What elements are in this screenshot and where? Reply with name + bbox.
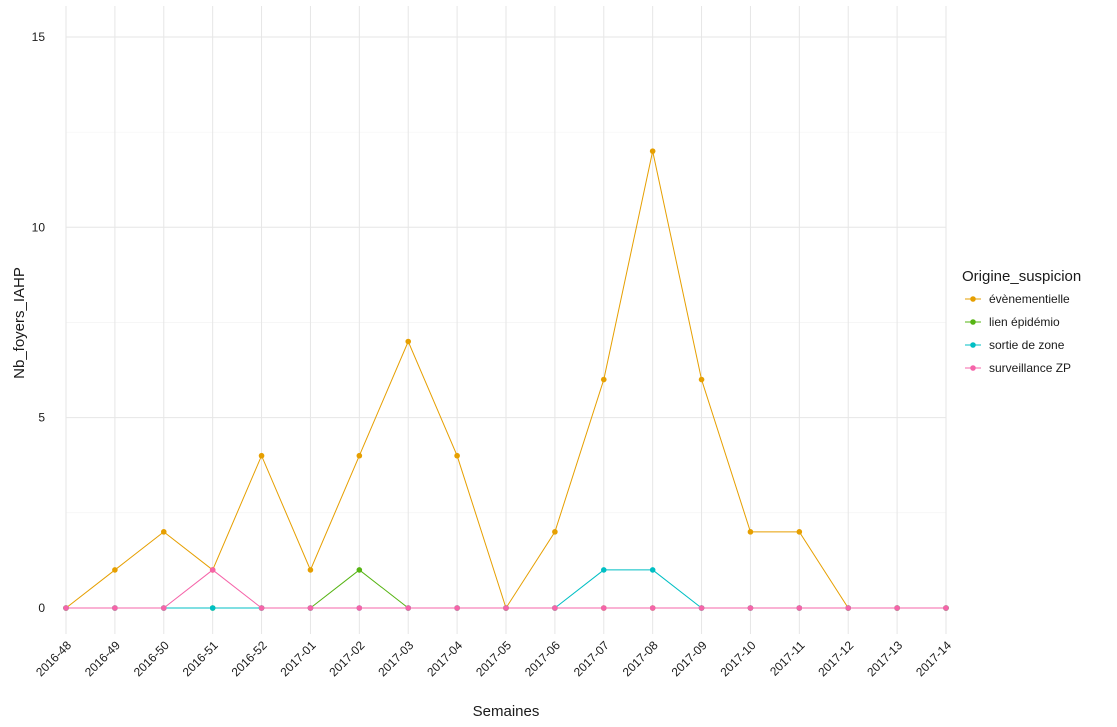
data-point: [894, 605, 900, 611]
legend-label: évènementielle: [989, 292, 1070, 306]
x-tick-label: 2017-12: [815, 638, 856, 679]
legend-item: sortie de zone: [965, 338, 1065, 352]
data-point: [63, 605, 69, 611]
x-tick-label: 2017-07: [571, 638, 612, 679]
data-point: [405, 605, 412, 611]
data-point: [356, 567, 363, 573]
y-tick-label: 10: [32, 220, 46, 234]
legend-title: Origine_suspicion: [962, 268, 1081, 285]
x-tick-label: 2016-51: [180, 638, 221, 679]
y-tick-label: 5: [38, 411, 45, 425]
legend-label: sortie de zone: [989, 338, 1065, 352]
data-point: [258, 605, 265, 611]
x-tick-label: 2017-09: [669, 638, 710, 679]
legend: Origine_suspicion évènementielle lien épi…: [962, 268, 1081, 375]
grid: [65, 6, 947, 634]
data-point: [845, 605, 852, 611]
data-point: [552, 605, 558, 611]
x-tick-label: 2017-04: [424, 638, 465, 679]
y-tick-label: 15: [32, 30, 46, 44]
data-point: [600, 376, 607, 383]
data-point: [160, 605, 167, 611]
data-point: [649, 148, 656, 154]
x-tick-label: 2017-14: [913, 638, 954, 679]
x-tick-label: 2016-52: [229, 638, 270, 679]
data-point: [209, 605, 216, 611]
y-tick-label: 0: [38, 601, 45, 615]
data-point: [698, 605, 705, 611]
x-tick-label: 2016-50: [131, 638, 172, 679]
x-tick-label: 2017-05: [473, 638, 514, 679]
data-point: [649, 605, 656, 611]
x-axis-title: Semaines: [473, 703, 540, 720]
y-axis-title: Nb_foyers_IAHP: [11, 267, 28, 379]
legend-label: surveillance ZP: [989, 361, 1071, 375]
legend-key-point: [970, 319, 976, 325]
data-point: [160, 529, 167, 535]
series-layer: [63, 148, 949, 611]
x-tick-label: 2017-13: [864, 638, 905, 679]
data-point: [454, 605, 460, 611]
x-tick-label: 2017-06: [522, 638, 563, 679]
data-point: [454, 452, 460, 459]
data-point: [307, 605, 314, 611]
x-tick-label: 2017-03: [375, 638, 416, 679]
x-tick-label: 2017-11: [767, 638, 808, 679]
x-tick-label: 2017-02: [326, 638, 367, 679]
data-point: [552, 529, 558, 535]
x-tick-label: 2016-49: [82, 638, 123, 679]
data-point: [112, 605, 118, 611]
data-point: [747, 529, 754, 535]
series-4: [63, 567, 949, 611]
data-point: [258, 452, 265, 459]
legend-label: lien épidémio: [989, 315, 1060, 329]
y-tick-labels: 0 5 10 15: [32, 30, 46, 615]
data-point: [405, 338, 412, 345]
x-tick-label: 2017-08: [620, 638, 661, 679]
x-tick-labels: 2016-48 2016-49 2016-50 2016-51 2016-52 2017-…: [33, 638, 954, 679]
data-point: [796, 605, 803, 611]
data-point: [112, 567, 118, 573]
legend-key-point: [970, 365, 976, 371]
data-point: [943, 605, 949, 611]
legend-key-point: [970, 342, 976, 348]
data-point: [503, 605, 509, 611]
data-point: [600, 567, 607, 573]
data-point: [600, 605, 607, 611]
x-tick-label: 2017-01: [278, 638, 319, 679]
data-point: [209, 567, 216, 573]
data-point: [747, 605, 754, 611]
legend-key-point: [970, 296, 976, 302]
data-point: [796, 529, 803, 535]
x-tick-label: 2017-10: [718, 638, 759, 679]
data-point: [356, 452, 363, 459]
legend-item: évènementielle: [965, 292, 1070, 306]
data-point: [307, 567, 314, 573]
legend-item: lien épidémio: [965, 315, 1060, 329]
data-point: [356, 605, 363, 611]
data-point: [649, 567, 656, 573]
data-point: [698, 376, 705, 383]
legend-item: surveillance ZP: [965, 361, 1071, 375]
x-tick-label: 2016-48: [33, 638, 74, 679]
